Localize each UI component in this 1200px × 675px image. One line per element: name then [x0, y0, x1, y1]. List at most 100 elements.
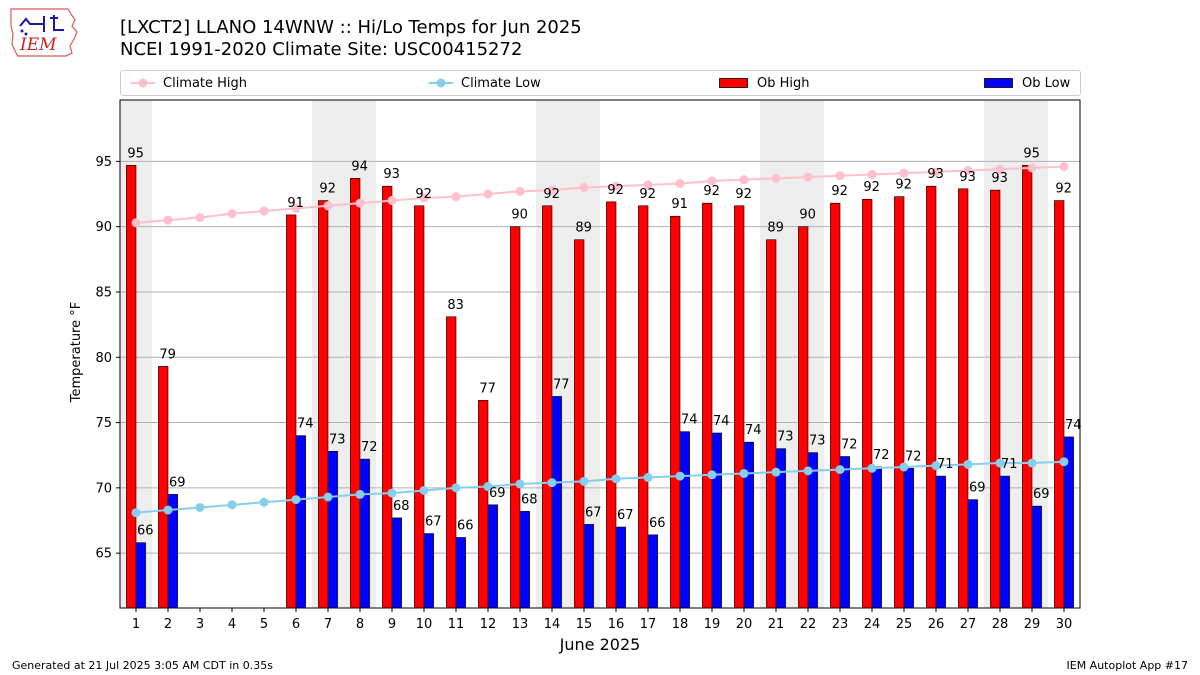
x-tick-label: 8 [356, 617, 364, 632]
ob-low-label: 74 [745, 423, 762, 438]
climate-high-point [451, 192, 461, 202]
y-tick-label: 95 [95, 155, 112, 170]
x-tick-label: 9 [388, 617, 396, 632]
legend-label: Ob High [757, 75, 810, 91]
ob-high-label: 77 [479, 381, 496, 396]
ob-high-bar [446, 316, 457, 609]
ob-low-bar [1031, 505, 1042, 609]
y-tick-label: 85 [95, 285, 112, 300]
ob-low-bar [999, 475, 1010, 609]
climate-high-point [963, 166, 973, 176]
climate-high-point [1027, 163, 1037, 173]
ob-low-label: 66 [457, 518, 474, 533]
ob-high-bar [158, 366, 169, 609]
ob-low-bar [711, 432, 722, 609]
x-tick-label: 5 [260, 617, 268, 632]
climate-low-point [451, 483, 461, 493]
ob-low-label: 69 [1033, 487, 1050, 502]
x-tick-label: 28 [992, 617, 1009, 632]
ob-high-label: 92 [319, 182, 336, 197]
ob-low-label: 72 [873, 448, 890, 463]
climate-high-point [611, 181, 621, 191]
climate-low-point [899, 462, 909, 472]
ob-high-bar [798, 226, 809, 609]
ob-high-bar [990, 189, 1001, 609]
ob-low-label: 68 [521, 492, 538, 507]
ob-high-bar [542, 205, 553, 609]
ob-low-label: 67 [617, 508, 634, 523]
ob-low-bar [679, 431, 690, 609]
ob-high-bar [894, 196, 905, 609]
ob-low-bar [807, 452, 818, 609]
ob-low-bar [615, 526, 626, 609]
ob-high-label: 92 [415, 187, 432, 202]
x-tick-label: 23 [832, 617, 849, 632]
legend-climate-high: Climate High [131, 71, 247, 95]
ob-high-label: 92 [863, 180, 880, 195]
climate-high-point [547, 185, 557, 195]
y-tick-label: 70 [95, 481, 112, 496]
ob-low-bar [487, 504, 498, 609]
climate-high-point [643, 180, 653, 190]
x-tick-label: 17 [640, 617, 657, 632]
x-tick-label: 24 [864, 617, 881, 632]
y-axis-label: Temperature °F [69, 302, 84, 403]
y-tick-label: 65 [95, 547, 112, 562]
ob-high-label: 92 [543, 187, 560, 202]
ob-low-bar [295, 435, 306, 609]
climate-low-point [387, 488, 397, 498]
x-tick-label: 19 [704, 617, 721, 632]
ob-high-label: 90 [511, 208, 528, 223]
climate-high-point [771, 173, 781, 183]
ob-low-label: 74 [1065, 418, 1082, 433]
ob-low-label: 71 [1001, 457, 1018, 472]
y-tick-label: 90 [95, 220, 112, 235]
ob-low-bar [423, 533, 434, 609]
ob-low-bar [327, 450, 338, 609]
climate-high-point [707, 176, 717, 186]
ob-high-bar [958, 188, 969, 609]
ob-high-bar [126, 164, 137, 609]
ob-high-bar [862, 198, 873, 609]
climate-low-point [643, 472, 653, 482]
climate-high-point [387, 196, 397, 206]
climate-low-line [135, 460, 1065, 514]
ob-high-label: 92 [895, 178, 912, 193]
ob-high-label: 79 [159, 347, 176, 362]
ob-low-label: 69 [489, 486, 506, 501]
x-tick-label: 2 [164, 617, 172, 632]
climate-low-point [163, 505, 173, 515]
climate-high-point [739, 175, 749, 185]
climate-high-point [259, 206, 269, 216]
ob-high-bar [574, 239, 585, 609]
ob-low-label: 66 [137, 524, 154, 539]
generated-footer: Generated at 21 Jul 2025 3:05 AM CDT in … [12, 659, 273, 672]
ob-high-label: 91 [671, 197, 688, 212]
ob-low-label: 69 [169, 475, 186, 490]
ob-low-label: 72 [361, 440, 378, 455]
ob-low-label: 68 [393, 499, 410, 514]
ob-high-bar [1022, 164, 1033, 609]
legend-label: Ob Low [1022, 75, 1071, 91]
ob-high-label: 93 [959, 170, 976, 185]
ob-low-label: 73 [329, 432, 346, 447]
ob-low-bar [135, 542, 146, 609]
ob-low-label: 73 [809, 434, 826, 449]
x-tick-label: 29 [1024, 617, 1041, 632]
climate-low-point [1059, 457, 1069, 467]
x-tick-label: 21 [768, 617, 785, 632]
x-tick-label: 1 [132, 617, 140, 632]
ob-low-label: 77 [553, 377, 570, 392]
x-tick-label: 13 [512, 617, 529, 632]
ob-high-label: 92 [607, 183, 624, 198]
climate-low-point [227, 500, 237, 510]
ob-low-bar [551, 396, 562, 609]
legend-climate-low: Climate Low [429, 71, 541, 95]
ob-high-bar [926, 185, 937, 609]
ob-high-label: 89 [767, 221, 784, 236]
ob-low-label: 72 [841, 438, 858, 453]
x-tick-label: 4 [228, 617, 236, 632]
climate-high-point [483, 189, 493, 199]
legend-label: Climate Low [461, 75, 541, 91]
